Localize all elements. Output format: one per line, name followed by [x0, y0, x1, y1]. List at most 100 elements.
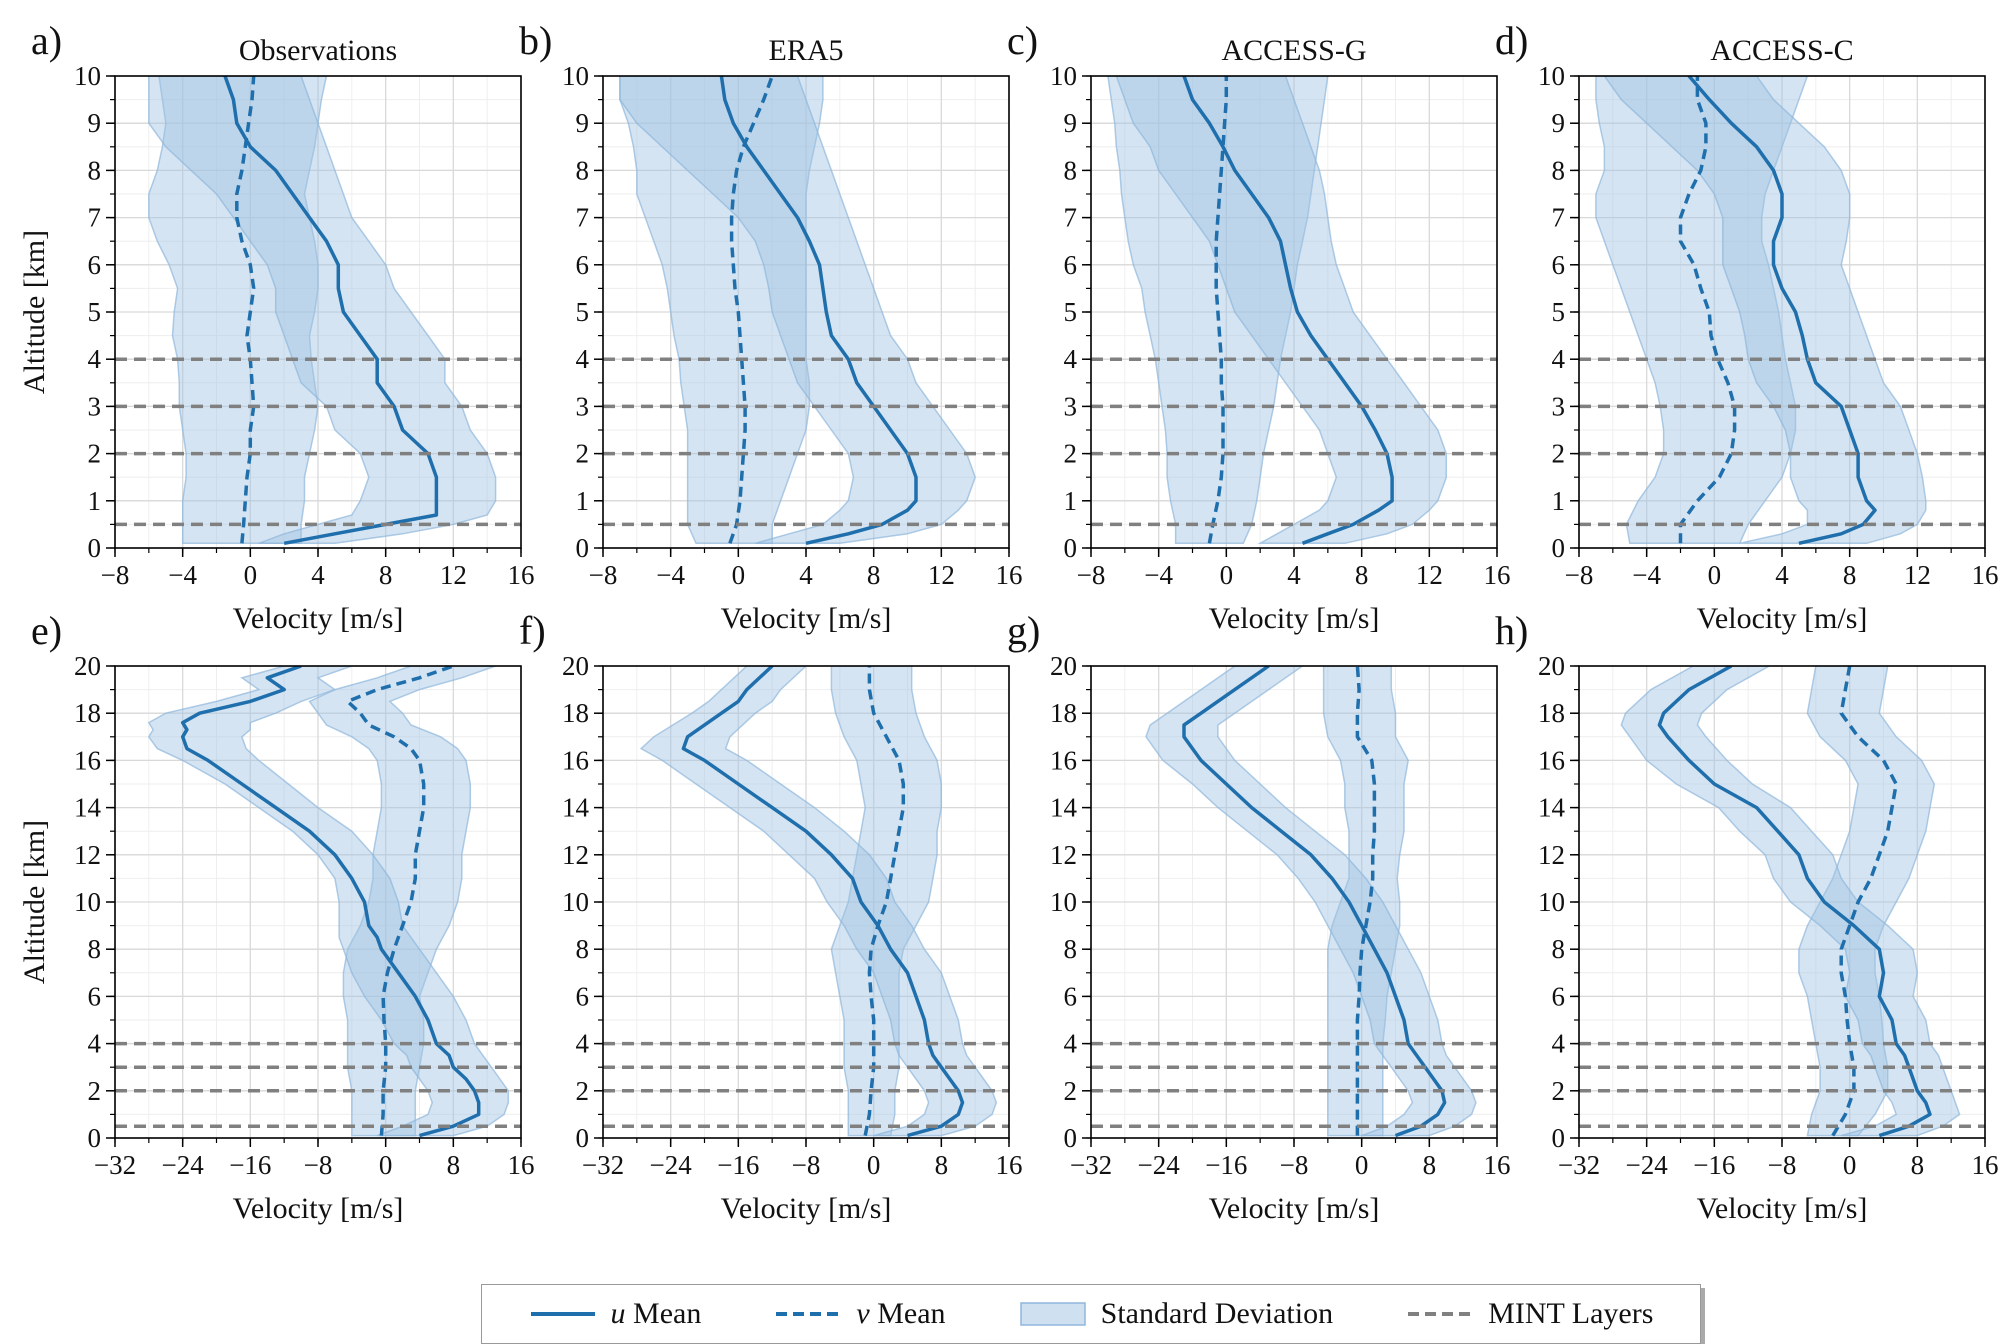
y-tick-label: 1	[88, 486, 102, 516]
y-tick-label: 4	[1552, 344, 1566, 374]
x-tick-label: −16	[1693, 1150, 1735, 1180]
legend-v-text: Mean	[877, 1297, 946, 1330]
u-mean-line	[719, 76, 918, 546]
y-tick-label: 6	[1552, 981, 1566, 1011]
x-tick-label: −16	[717, 1150, 759, 1180]
y-tick-label: 0	[1552, 533, 1566, 563]
legend-item-u-mean: u Mean	[529, 1297, 702, 1331]
y-tick-label: 3	[88, 391, 102, 421]
legend-item-mint-layers: MINT Layers	[1406, 1297, 1653, 1331]
y-tick-label: 4	[1064, 1029, 1078, 1059]
legend: u Mean v Mean Standard Deviation MINT La…	[481, 1284, 1701, 1344]
x-tick-label: 12	[928, 560, 955, 590]
x-tick-label: 12	[1416, 560, 1443, 590]
panel-title: ACCESS-C	[1710, 34, 1853, 67]
y-tick-label: 12	[1538, 840, 1565, 870]
y-tick-label: 9	[576, 108, 590, 138]
y-tick-label: 10	[1538, 887, 1565, 917]
x-tick-label: −24	[1138, 1150, 1181, 1180]
panel-title: Observations	[239, 34, 397, 67]
y-tick-label: 2	[576, 1076, 590, 1106]
x-tick-label: −8	[1280, 1150, 1309, 1180]
panel-letter: c)	[1007, 18, 1038, 63]
x-tick-label: −8	[101, 560, 130, 590]
v-std-band	[830, 666, 943, 1137]
y-tick-label: 6	[88, 981, 102, 1011]
x-tick-label: −4	[1144, 560, 1173, 590]
y-tick-label: 8	[1064, 934, 1078, 964]
plot-area	[148, 76, 497, 546]
band-swatch-icon	[1019, 1301, 1087, 1327]
x-tick-label: −8	[1077, 560, 1106, 590]
y-tick-label: 1	[576, 486, 590, 516]
x-tick-label: 8	[447, 1150, 461, 1180]
y-tick-label: 0	[1064, 533, 1078, 563]
y-tick-label: 2	[88, 1076, 102, 1106]
plot-area	[1595, 76, 1927, 546]
x-tick-label: −24	[162, 1150, 205, 1180]
y-tick-label: 3	[1064, 391, 1078, 421]
x-tick-label: −8	[1565, 560, 1594, 590]
panel-letter: h)	[1495, 608, 1528, 653]
y-tick-label: 20	[1538, 651, 1565, 681]
x-tick-label: 12	[440, 560, 467, 590]
y-tick-label: 0	[1064, 1123, 1078, 1153]
x-axis-label: Velocity [m/s]	[1209, 602, 1380, 635]
panel-f: −32 −24 −16 −8 0 8 16 0 2 4 6 8 10 12 14 16 18 20 Velocity…	[519, 608, 1023, 1225]
x-tick-label: −32	[1070, 1150, 1112, 1180]
y-tick-label: 0	[576, 1123, 590, 1153]
y-tick-label: 18	[74, 698, 101, 728]
u-mean-line	[1182, 666, 1447, 1138]
x-tick-label: 8	[867, 560, 881, 590]
y-tick-label: 14	[1538, 793, 1566, 823]
legend-u-text: Mean	[633, 1297, 702, 1330]
plot-area	[1107, 76, 1448, 545]
u-mean-line	[180, 666, 481, 1138]
y-tick-label: 4	[1064, 344, 1078, 374]
x-tick-label: 0	[379, 1150, 393, 1180]
y-tick-label: 3	[576, 391, 590, 421]
y-tick-label: 0	[576, 533, 590, 563]
y-tick-label: 1	[1064, 486, 1078, 516]
y-tick-label: 18	[562, 698, 589, 728]
x-tick-label: 0	[867, 1150, 881, 1180]
y-tick-label: 3	[1552, 391, 1566, 421]
y-tick-label: 5	[1552, 297, 1566, 327]
y-tick-label: 18	[1538, 698, 1565, 728]
x-tick-label: −8	[304, 1150, 333, 1180]
v-std-band	[308, 666, 496, 1137]
y-tick-label: 10	[74, 887, 101, 917]
y-tick-label: 9	[88, 108, 102, 138]
x-tick-label: 4	[1287, 560, 1301, 590]
y-tick-label: 7	[1552, 203, 1566, 233]
y-tick-label: 6	[576, 981, 590, 1011]
x-tick-label: −4	[656, 560, 685, 590]
u-mean-line	[1657, 666, 1932, 1138]
gray-dashed-line-icon	[1406, 1301, 1474, 1327]
plot-area	[619, 76, 976, 546]
panel-letter: f)	[519, 608, 546, 653]
y-tick-label: 12	[74, 840, 101, 870]
y-tick-label: 5	[1064, 297, 1078, 327]
u-mean-line	[1687, 76, 1877, 546]
y-tick-label: 8	[1064, 155, 1078, 185]
y-tick-label: 8	[576, 934, 590, 964]
x-tick-label: −16	[229, 1150, 271, 1180]
dashed-line-icon	[774, 1301, 842, 1327]
y-tick-label: 6	[1064, 250, 1078, 280]
y-tick-label: 14	[74, 793, 102, 823]
u-std-band	[1145, 666, 1477, 1137]
y-tick-label: 7	[576, 203, 590, 233]
x-tick-label: 4	[1775, 560, 1789, 590]
x-tick-label: 4	[799, 560, 813, 590]
y-tick-label: 2	[1064, 1076, 1078, 1106]
x-tick-label: −32	[1558, 1150, 1600, 1180]
x-tick-label: −32	[94, 1150, 136, 1180]
y-tick-label: 8	[1552, 934, 1566, 964]
y-tick-label: 16	[562, 745, 589, 775]
x-axis-label: Velocity [m/s]	[1697, 602, 1868, 635]
y-tick-label: 6	[1064, 981, 1078, 1011]
x-tick-label: 0	[244, 560, 258, 590]
x-tick-label: 16	[508, 1150, 535, 1180]
